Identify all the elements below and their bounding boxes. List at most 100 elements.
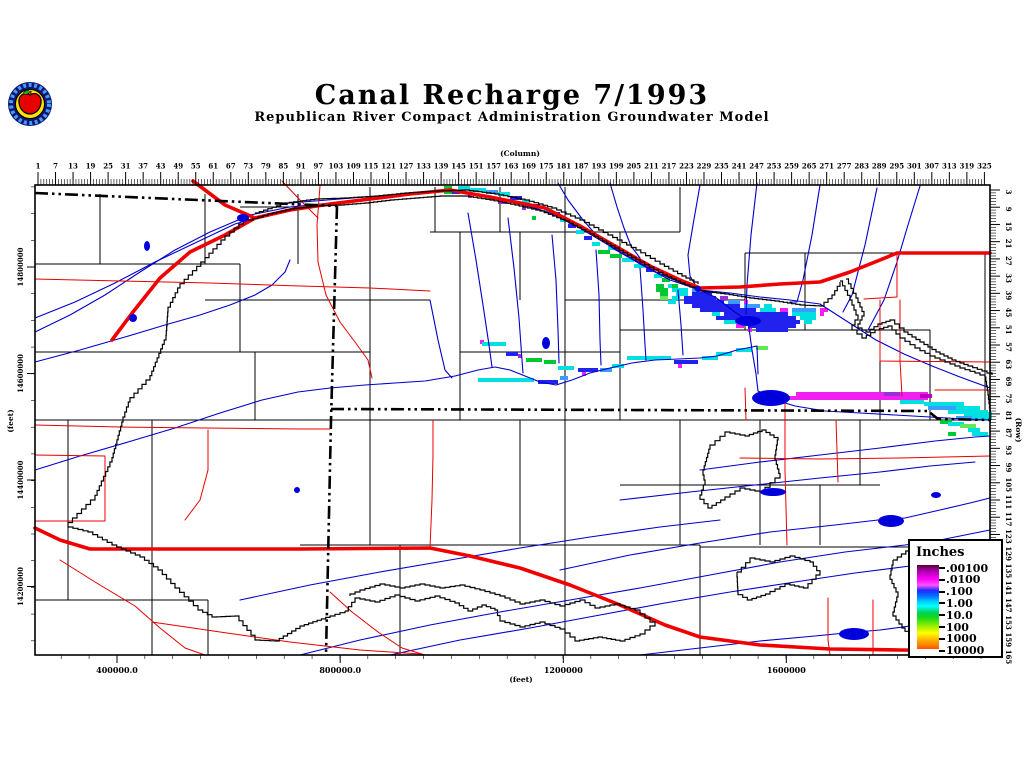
legend-label-1000: 1000 — [939, 632, 977, 645]
tick-label: 129 — [1004, 546, 1013, 561]
tick-label: 165 — [1004, 650, 1013, 665]
tick-label: (feet) — [6, 409, 15, 432]
legend-tick-mark — [939, 649, 945, 652]
tick-label: 57 — [1004, 342, 1013, 352]
legend-value: 10.0 — [946, 608, 973, 622]
legend-tick-mark — [939, 602, 945, 605]
tick-label: 69 — [1004, 377, 1013, 387]
tick-label: 115 — [364, 162, 379, 171]
tick-label: 97 — [314, 162, 324, 171]
tick-label: 15 — [1004, 222, 1013, 232]
tick-label: 67 — [226, 162, 236, 171]
tick-label: 400000.0 — [96, 665, 138, 675]
legend-title: Inches — [916, 545, 965, 560]
tick-label: 45 — [1004, 308, 1013, 318]
tick-label: 193 — [592, 162, 607, 171]
tick-label: 121 — [381, 162, 396, 171]
tick-label: 211 — [644, 162, 659, 171]
map-frame — [34, 184, 991, 656]
tick-label: 79 — [261, 162, 271, 171]
tick-label: 37 — [138, 162, 148, 171]
tick-label: 103 — [329, 162, 344, 171]
legend-tick-mark — [939, 590, 945, 593]
tick-label: 271 — [819, 162, 834, 171]
tick-label: 313 — [942, 162, 957, 171]
tick-label: 307 — [925, 162, 940, 171]
tick-label: 61 — [208, 162, 218, 171]
tick-label: 259 — [784, 162, 799, 171]
tick-label: 199 — [609, 162, 624, 171]
tick-label: 163 — [504, 162, 519, 171]
tick-label: 241 — [732, 162, 747, 171]
legend-label-1.00: 1.00 — [939, 597, 973, 610]
tick-label: 235 — [714, 162, 729, 171]
tick-label: 157 — [486, 162, 501, 171]
tick-label: 175 — [539, 162, 554, 171]
tick-label: 181 — [556, 162, 571, 171]
tick-label: (feet) — [509, 675, 532, 684]
tick-label: 31 — [121, 162, 131, 171]
apple-icon — [18, 92, 42, 115]
rrca-logo — [8, 82, 52, 126]
tick-label: 1200000 — [544, 665, 583, 675]
tick-label: (Column) — [500, 149, 540, 158]
tick-label: 14800000 — [16, 247, 25, 286]
tick-label: 21 — [1004, 239, 1013, 249]
tick-label: 13 — [68, 162, 78, 171]
tick-label: (Row) — [1014, 418, 1023, 443]
legend-value: .100 — [946, 585, 973, 599]
tick-label: 135 — [1004, 564, 1013, 579]
legend-tick-mark — [939, 578, 945, 581]
tick-label: 14200000 — [16, 567, 25, 606]
tick-label: 27 — [1004, 256, 1013, 266]
tick-label: 73 — [243, 162, 253, 171]
tick-label: 141 — [1004, 581, 1013, 596]
tick-label: 159 — [1004, 632, 1013, 647]
legend-value: 10000 — [946, 644, 985, 658]
tick-label: 319 — [960, 162, 975, 171]
tick-label: 301 — [907, 162, 922, 171]
legend-value: 100 — [946, 620, 969, 634]
tick-label: 111 — [1004, 495, 1013, 510]
tick-label: 223 — [679, 162, 694, 171]
state-borders-layer — [34, 191, 992, 656]
legend-tick-mark — [939, 637, 945, 640]
tick-label: 247 — [749, 162, 764, 171]
tick-label: 295 — [889, 162, 904, 171]
legend-label-100: 100 — [939, 620, 969, 634]
tick-label: 81 — [1004, 411, 1013, 421]
legend-label-.100: .100 — [939, 585, 973, 599]
tick-label: 127 — [399, 162, 414, 171]
tick-label: 55 — [191, 162, 201, 171]
tick-label: 289 — [872, 162, 887, 171]
tick-label: 1600000 — [767, 665, 806, 675]
legend-value: .0100 — [946, 573, 981, 587]
tick-label: 133 — [416, 162, 431, 171]
page-title: Canal Recharge 7/1993 — [314, 80, 710, 111]
legend-tick-mark — [939, 567, 945, 569]
tick-label: 277 — [837, 162, 852, 171]
tick-label: 43 — [156, 162, 166, 171]
tick-label: 19 — [86, 162, 96, 171]
tick-label: 93 — [1004, 445, 1013, 455]
legend-value: .00100 — [946, 561, 989, 575]
tick-label: 105 — [1004, 477, 1013, 492]
lakes-layer — [129, 214, 941, 640]
tick-label: 91 — [296, 162, 306, 171]
tick-label: 151 — [469, 162, 484, 171]
apple-leaf-icon — [23, 90, 30, 95]
tick-label: 217 — [662, 162, 677, 171]
page-subtitle: Republican River Compact Administration … — [254, 110, 770, 125]
tick-label: 75 — [1004, 394, 1013, 404]
tick-label: 87 — [1004, 428, 1013, 438]
tick-label: 7 — [53, 162, 58, 171]
tick-label: 85 — [278, 162, 288, 171]
tick-label: 253 — [767, 162, 782, 171]
apple-stem — [29, 90, 32, 96]
legend-tick-mark — [939, 614, 945, 617]
legend-label-.00100: .00100 — [939, 561, 989, 575]
legend-label-10.0: 10.0 — [939, 608, 973, 622]
rivers-layer — [34, 182, 991, 656]
